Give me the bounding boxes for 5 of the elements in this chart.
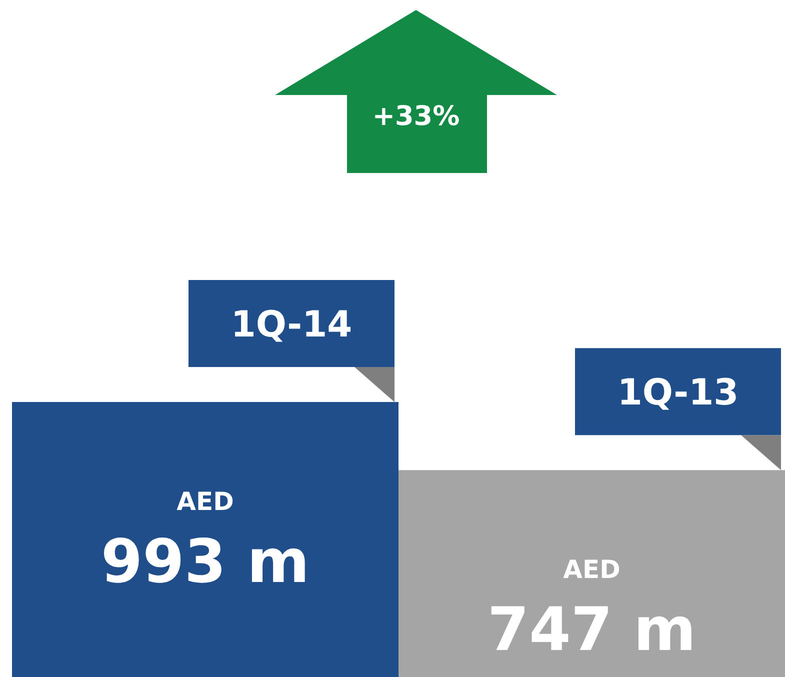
text: +33% — [372, 101, 460, 132]
data-label: AED 747 m — [487, 555, 696, 666]
x-tick-label: 1Q-14 — [230, 304, 352, 346]
x-tick-label: 1Q-13 — [617, 372, 739, 414]
data-label: AED 993 m — [100, 487, 310, 597]
